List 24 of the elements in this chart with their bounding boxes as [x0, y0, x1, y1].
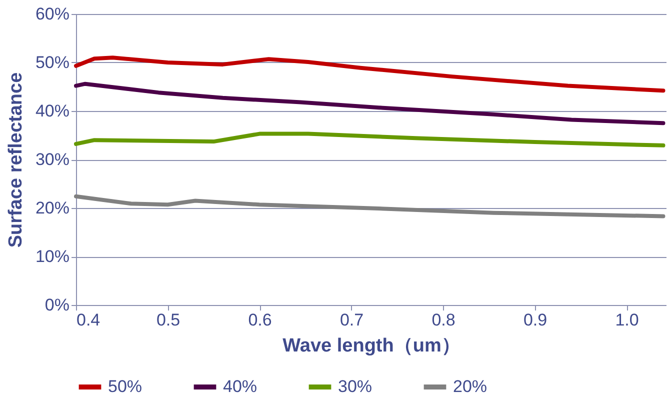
y-tick-label: 30% — [35, 150, 70, 169]
y-tick-label: 10% — [35, 247, 70, 266]
y-tick-label: 60% — [35, 4, 70, 24]
x-axis-title: Wave length（um） — [282, 336, 460, 356]
y-tick-label: 0% — [44, 296, 70, 314]
legend-label: 50% — [108, 377, 142, 396]
x-tick-label: 0.8 — [432, 310, 456, 330]
x-tick-label: 0.9 — [523, 310, 548, 330]
legend-label: 20% — [453, 377, 488, 396]
line-series — [74, 194, 666, 218]
x-tick-label: 0.6 — [248, 310, 272, 330]
y-tick-label: 40% — [35, 102, 70, 120]
line-series — [74, 82, 666, 126]
line-series — [74, 132, 666, 148]
x-tick-label: 0.7 — [340, 310, 364, 330]
x-tick-label: 0.5 — [156, 310, 180, 330]
legend-label: 40% — [223, 377, 258, 396]
y-tick-label: 50% — [35, 53, 70, 72]
y-axis-title: Surface reflectance — [5, 72, 26, 248]
line-series — [74, 56, 666, 93]
x-tick-label: 0.4 — [76, 310, 100, 330]
x-tick-label: 1.0 — [615, 310, 639, 330]
legend-label: 30% — [338, 377, 372, 396]
y-tick-label: 20% — [35, 198, 70, 218]
